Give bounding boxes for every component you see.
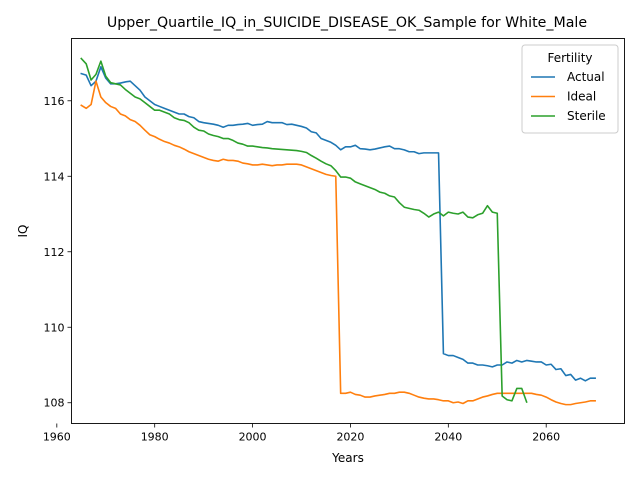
series-line-actual xyxy=(80,66,596,382)
chart-title: Upper_Quartile_IQ_in_SUICIDE_DISEASE_OK_… xyxy=(107,15,587,31)
legend-label-ideal: Ideal xyxy=(567,90,596,104)
legend-box xyxy=(521,44,619,134)
legend-label-actual: Actual xyxy=(567,70,605,84)
plot-frame xyxy=(71,38,625,424)
legend-title: Fertility xyxy=(547,51,592,65)
series-line-ideal xyxy=(80,80,596,406)
series-line-sterile xyxy=(80,57,528,404)
x-tick-label: 2040 xyxy=(434,431,462,444)
legend: Fertility Actual Ideal Sterile xyxy=(521,44,619,134)
y-tick-label: 112 xyxy=(44,246,65,259)
legend-label-sterile: Sterile xyxy=(567,109,606,123)
x-tick-label: 2060 xyxy=(532,431,560,444)
plot-lines xyxy=(80,57,596,406)
y-tick-label: 116 xyxy=(44,95,65,108)
y-axis-label: IQ xyxy=(16,225,30,238)
y-tick-label: 110 xyxy=(44,321,65,334)
y-tick-label: 114 xyxy=(44,170,65,183)
y-axis: 108 110 112 114 116 xyxy=(44,95,72,410)
x-tick-label: 2000 xyxy=(239,431,267,444)
x-axis-label: Years xyxy=(331,451,364,465)
x-axis: 1960 1980 2000 2020 2040 2060 xyxy=(43,423,560,444)
x-tick-label: 2020 xyxy=(336,431,364,444)
x-tick-label: 1980 xyxy=(141,431,169,444)
x-tick-label: 1960 xyxy=(43,431,71,444)
y-tick-label: 108 xyxy=(44,397,65,410)
legend-items: Actual Ideal Sterile xyxy=(531,70,606,123)
